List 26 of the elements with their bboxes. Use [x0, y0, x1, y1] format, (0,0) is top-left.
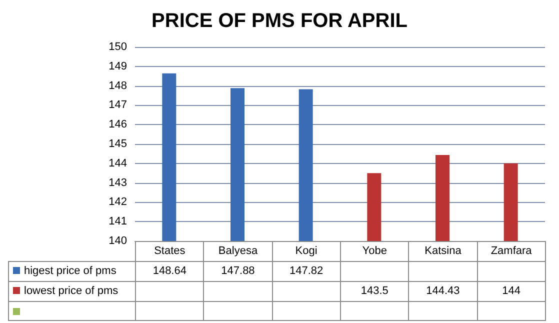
data-label: 147.82 — [272, 262, 340, 282]
y-tick-label: 149 — [108, 60, 127, 72]
y-tick-label: 150 — [108, 41, 127, 53]
y-tick-label: 145 — [108, 138, 127, 150]
x-tick-label: Katsina — [408, 242, 478, 262]
legend-label: higest price of pms — [24, 265, 116, 277]
data-label: 143.5 — [340, 282, 409, 302]
y-tick-label: 144 — [108, 157, 127, 170]
data-label: 144.43 — [408, 282, 478, 302]
y-tick-label: 146 — [108, 118, 127, 131]
x-tick-label: Kogi — [272, 242, 340, 262]
x-tick-label: Yobe — [340, 242, 409, 262]
y-tick-label: 143 — [108, 176, 127, 189]
x-tick-label: States — [136, 242, 204, 262]
data-label: 144 — [477, 282, 546, 302]
y-tick-label: 148 — [108, 80, 127, 92]
x-tick-label: Zamfara — [477, 242, 546, 262]
y-tick-label: 140 — [108, 235, 127, 247]
y-tick-label: 142 — [108, 196, 127, 208]
data-label: 147.88 — [204, 262, 272, 282]
y-tick-label: 141 — [108, 216, 127, 228]
x-tick-label: Balyesa — [204, 242, 272, 262]
data-label: 148.64 — [136, 262, 204, 282]
legend-label: lowest price of pms — [24, 285, 118, 297]
chart-title: PRICE OF PMS FOR APRIL — [152, 10, 408, 32]
y-tick-label: 147 — [108, 99, 127, 112]
